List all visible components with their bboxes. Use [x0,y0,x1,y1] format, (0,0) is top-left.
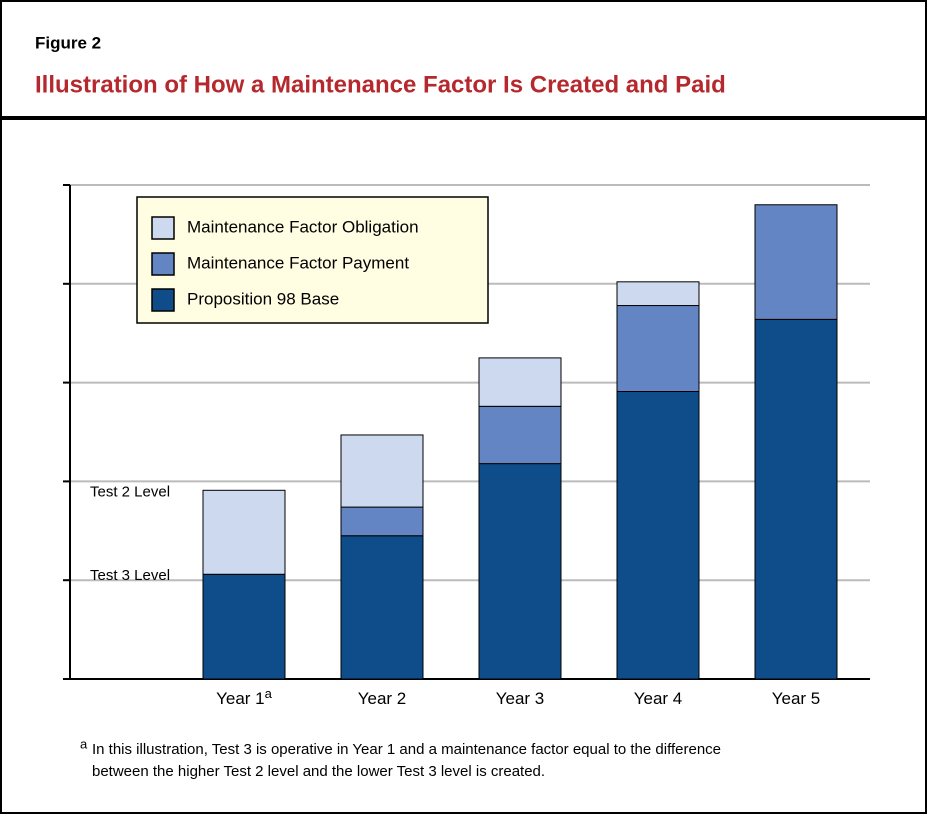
chart-title: Illustration of How a Maintenance Factor… [35,71,726,98]
legend-swatch [151,252,175,276]
bar-segment [340,506,424,537]
bar-segment [478,405,562,465]
annotation: Test 3 Level [90,567,170,584]
legend-label: Maintenance Factor Payment [187,253,409,272]
figure-label: Figure 2 [35,33,101,52]
bar-segment [202,489,286,575]
bar-segment [478,357,562,407]
bar-segment [340,434,424,508]
x-tick-label: Year 4 [634,689,683,708]
legend-swatch [151,216,175,240]
bar-segment [616,390,700,680]
bar-segment [202,573,286,680]
category-name: Year 3 [496,689,545,708]
footnote-marker: a [265,686,273,701]
bar-segment [754,204,838,320]
bar-segment [754,318,838,680]
legend-box [136,196,489,324]
bar-segment [616,281,700,307]
annotation: Test 2 Level [90,483,170,500]
plot: Year 1a Year 2 Year 3 Year 4 Year 5 Test 2 Le… [63,184,870,708]
footnote-line: between the higher Test 2 level and the … [92,763,545,780]
category-name: Year 2 [358,689,407,708]
footnote-line: In this illustration, Test 3 is operativ… [92,741,721,758]
legend-label: Maintenance Factor Obligation [187,217,419,236]
x-tick-label: Year 2 [358,689,407,708]
category-name: Year 4 [634,689,683,708]
x-tick-label: Year 3 [496,689,545,708]
category-name: Year 1 [216,689,265,708]
footnote-marker: a [80,736,88,751]
x-tick-label: Year 5 [772,689,821,708]
x-tick-label: Year 1a [216,686,273,708]
bar-segment [616,305,700,392]
bar-segment [340,535,424,680]
legend-swatch [151,288,175,312]
bar-segment [478,463,562,680]
legend-label: Proposition 98 Base [187,289,339,308]
category-name: Year 5 [772,689,821,708]
